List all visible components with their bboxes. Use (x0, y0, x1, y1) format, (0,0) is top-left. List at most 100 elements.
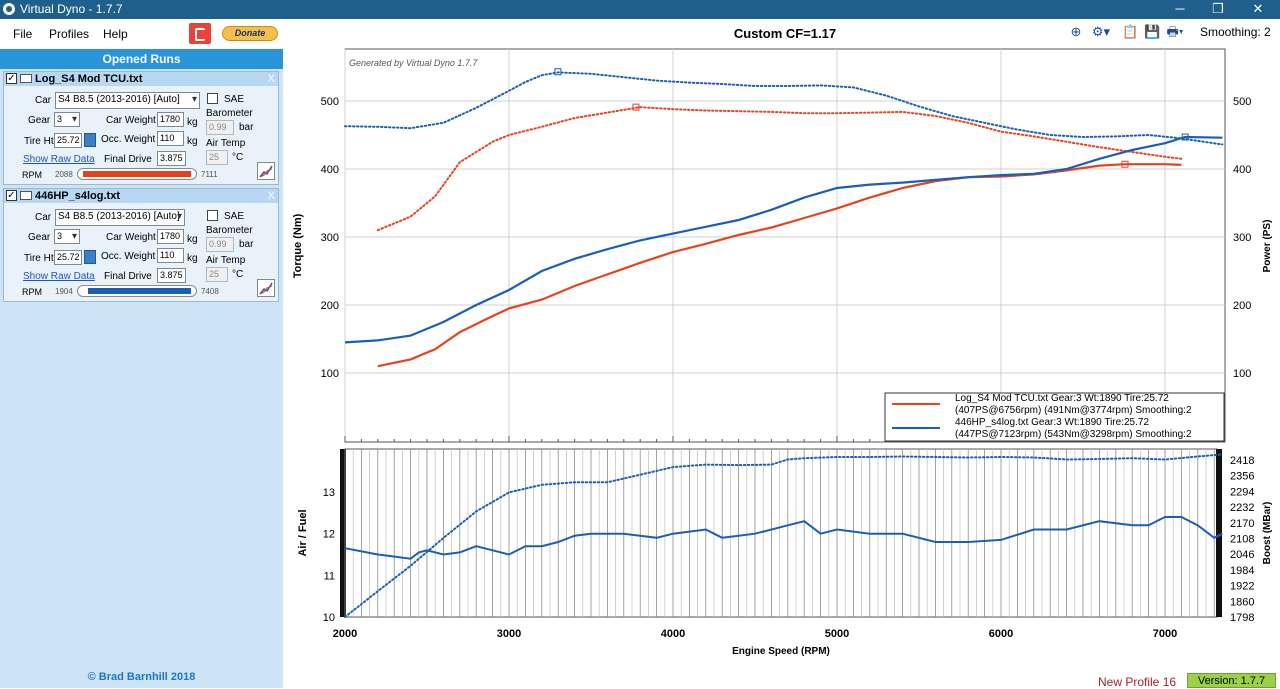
donate-button[interactable]: Donate (222, 26, 278, 41)
car-select[interactable]: S4 B8.5 (2013-2016) [Auto] (55, 209, 185, 226)
run-visible-checkbox[interactable]: ✓ (6, 190, 17, 201)
peak-marker (1181, 133, 1189, 141)
occ-weight-label: Occ. Weight (101, 134, 156, 145)
power-tick-label: 200 (1233, 300, 1251, 312)
barometer-input[interactable]: 0.99 (206, 120, 234, 135)
boost-tick-label: 2356 (1230, 471, 1254, 483)
air-temp-unit: °C (232, 269, 244, 280)
run-visible-checkbox[interactable]: ✓ (6, 73, 17, 84)
opened-runs-panel: Opened Runs ✓ Log_S4 Mod TCU.txt X Car S… (0, 49, 283, 688)
graph-run-icon[interactable] (257, 162, 275, 180)
car-weight-input[interactable]: 1780 (157, 229, 184, 244)
boost-tick-label: 2170 (1230, 518, 1254, 530)
torque-tick-label: 200 (321, 300, 339, 312)
boost-tick-label: 2232 (1230, 502, 1254, 514)
peak-marker (1121, 160, 1129, 168)
close-button[interactable]: ✕ (1252, 1, 1264, 16)
series-line (344, 71, 1224, 146)
sae-checkbox[interactable] (207, 93, 218, 104)
series-line (376, 106, 1183, 232)
rpm-min: 2088 (55, 170, 73, 179)
version-dropdown[interactable]: Version: 1.7.7 (1187, 673, 1276, 688)
rpm-tick-label: 4000 (661, 628, 685, 640)
print-icon[interactable]: 🖶▾ (1166, 24, 1184, 39)
zoom-icon[interactable]: ⊕ (1070, 24, 1082, 39)
run-collapse-icon[interactable] (20, 74, 32, 83)
bottom-left-bar (340, 449, 346, 617)
tire-calculator-icon[interactable] (84, 250, 96, 264)
menu-file[interactable]: File (13, 27, 33, 41)
torque-tick-label: 400 (321, 164, 339, 176)
sae-label: SAE (224, 211, 245, 222)
rpm-tick-label: 5000 (825, 628, 849, 640)
barometer-unit: bar (239, 239, 254, 250)
air-temp-input[interactable]: 25 (206, 150, 228, 165)
run-card: ✓ Log_S4 Mod TCU.txt X Car S4 B8.5 (2013… (3, 71, 279, 185)
rpm-tick-label: 2000 (333, 628, 357, 640)
settings-icon[interactable]: ⚙▾ (1091, 24, 1111, 39)
power-axis-label: Power (PS) (1262, 220, 1273, 273)
tire-calculator-icon[interactable] (84, 133, 96, 147)
air-temp-label: Air Temp (206, 255, 246, 266)
chart-watermark: Generated by Virtual Dyno 1.7.7 (349, 58, 478, 68)
afr-tick-label: 13 (323, 487, 335, 499)
torque-tick-label: 300 (321, 232, 339, 244)
barometer-input[interactable]: 0.99 (206, 237, 234, 252)
occ-weight-unit: kg (187, 136, 198, 147)
run-collapse-icon[interactable] (20, 191, 32, 200)
tire-input[interactable]: 25.72 (54, 250, 82, 265)
car-select[interactable]: S4 B8.5 (2013-2016) [Auto] (55, 92, 200, 109)
show-raw-data-link[interactable]: Show Raw Data (23, 271, 95, 282)
power-tick-label: 400 (1233, 164, 1251, 176)
boost-tick-label: 1984 (1230, 565, 1254, 577)
car-weight-input[interactable]: 1780 (157, 112, 184, 127)
gear-select[interactable]: 3 (54, 112, 80, 127)
chart-legend (884, 392, 1225, 442)
save-icon[interactable]: 💾 (1144, 24, 1161, 39)
graph-run-icon[interactable] (257, 279, 275, 297)
peak-marker (632, 103, 640, 111)
run-header: ✓ 446HP_s4log.txt X (4, 189, 278, 203)
rpm-range-fill (88, 288, 191, 294)
boost-tick-label: 1798 (1230, 612, 1254, 624)
occ-weight-input[interactable]: 110 (157, 131, 184, 146)
show-raw-data-link[interactable]: Show Raw Data (23, 154, 95, 165)
smoothing-dropdown[interactable]: Smoothing: 2 (1200, 25, 1271, 39)
patreon-button[interactable] (189, 23, 211, 44)
remove-run-button[interactable]: X (267, 190, 275, 202)
power-tick-label: 500 (1233, 96, 1251, 108)
boost-tick-label: 2046 (1230, 549, 1254, 561)
paste-icon[interactable]: 📋 (1122, 24, 1139, 39)
tire-input[interactable]: 25.72 (54, 133, 82, 148)
profile-dropdown[interactable]: New Profile 16 (1098, 675, 1177, 689)
run-header: ✓ Log_S4 Mod TCU.txt X (4, 72, 278, 86)
run-card: ✓ 446HP_s4log.txt X Car S4 B8.5 (2013-20… (3, 188, 279, 302)
rpm-range-fill (83, 171, 191, 177)
menu-profiles[interactable]: Profiles (49, 27, 90, 41)
sae-checkbox[interactable] (207, 210, 218, 221)
minimize-button[interactable]: ─ (1175, 1, 1185, 16)
occ-weight-label: Occ. Weight (101, 251, 156, 262)
series-line (377, 163, 1182, 368)
air-temp-input[interactable]: 25 (206, 267, 228, 282)
air-temp-unit: °C (232, 152, 244, 163)
car-weight-label: Car Weight (106, 115, 156, 126)
gear-label: Gear (28, 115, 51, 126)
gear-select[interactable]: 3 (54, 229, 80, 244)
torque-axis-label: Torque (Nm) (292, 213, 304, 278)
final-drive-input[interactable]: 3.875 (157, 268, 186, 283)
rpm-min: 1904 (55, 287, 73, 296)
final-drive-input[interactable]: 3.875 (157, 151, 186, 166)
menu-help[interactable]: Help (103, 27, 128, 41)
status-bar (283, 672, 1280, 688)
afr-tick-label: 12 (323, 529, 335, 541)
remove-run-button[interactable]: X (267, 73, 275, 85)
legend-run2-line2: (447PS@7123rpm) (543Nm@3298rpm) Smoothin… (955, 429, 1192, 440)
maximize-button[interactable]: ❐ (1212, 1, 1224, 16)
boost-tick-label: 2418 (1230, 455, 1254, 467)
boost-tick-label: 1922 (1230, 581, 1254, 593)
occ-weight-input[interactable]: 110 (157, 248, 184, 263)
chart-title: Custom CF=1.17 (733, 26, 837, 41)
afr-boost-plot-area (344, 448, 1218, 618)
copyright-text: © Brad Barnhill 2018 (87, 671, 196, 683)
